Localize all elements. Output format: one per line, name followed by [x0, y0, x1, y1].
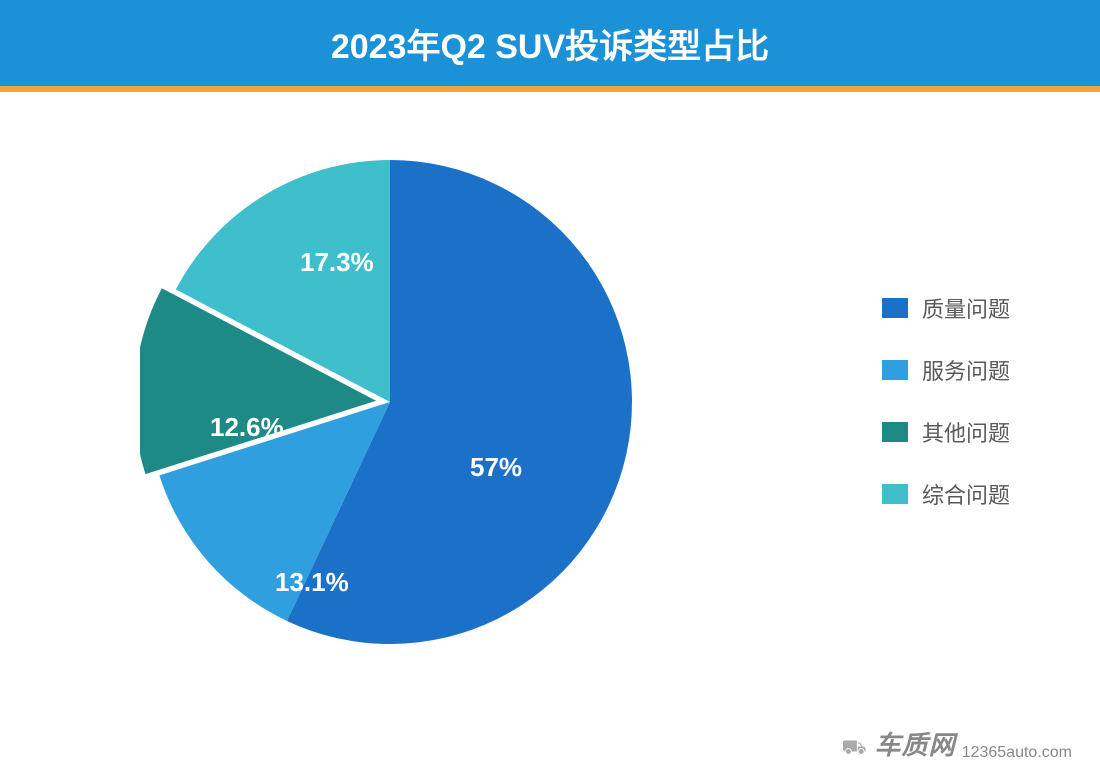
slice-label-1: 13.1%: [275, 567, 349, 598]
slice-label-2: 12.6%: [210, 412, 284, 443]
slice-label-0: 57%: [470, 452, 522, 483]
legend-label: 其他问题: [922, 416, 1010, 448]
legend-label: 综合问题: [922, 478, 1010, 510]
legend-swatch: [882, 422, 908, 442]
legend-swatch: [882, 298, 908, 318]
chart-header: 2023年Q2 SUV投诉类型占比: [0, 0, 1100, 86]
pie-chart: 57% 13.1% 12.6% 17.3%: [140, 152, 640, 652]
legend-label: 服务问题: [922, 354, 1010, 386]
chart-area: 57% 13.1% 12.6% 17.3% 质量问题服务问题其他问题综合问题: [0, 92, 1100, 732]
watermark: ⛟ 车质网 12365auto.com: [842, 725, 1073, 762]
slice-label-3: 17.3%: [300, 247, 374, 278]
legend-label: 质量问题: [922, 292, 1010, 324]
legend-item-0: 质量问题: [882, 292, 1010, 324]
legend-swatch: [882, 360, 908, 380]
chart-title: 2023年Q2 SUV投诉类型占比: [331, 19, 769, 68]
watermark-logo: 车质网: [875, 725, 956, 762]
watermark-url: 12365auto.com: [962, 744, 1072, 762]
legend-item-1: 服务问题: [882, 354, 1010, 386]
legend-swatch: [882, 484, 908, 504]
legend: 质量问题服务问题其他问题综合问题: [882, 292, 1010, 510]
car-icon: ⛟: [842, 737, 867, 762]
legend-item-3: 综合问题: [882, 478, 1010, 510]
legend-item-2: 其他问题: [882, 416, 1010, 448]
